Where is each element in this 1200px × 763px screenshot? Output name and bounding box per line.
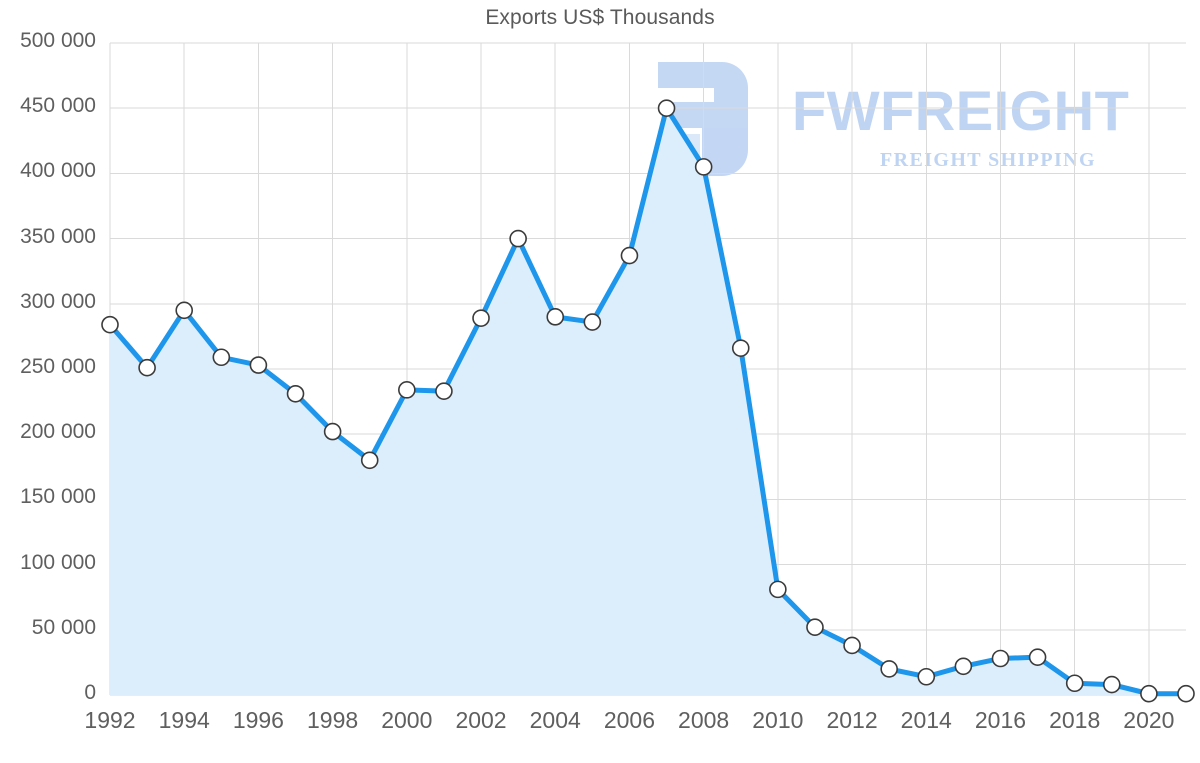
y-tick-label: 500 000 — [20, 29, 96, 52]
x-tick-label: 1994 — [158, 707, 210, 733]
area-fill — [110, 108, 1186, 695]
data-point-marker[interactable] — [101, 315, 119, 334]
data-point-marker[interactable] — [435, 382, 453, 400]
x-tick-label: 2002 — [455, 707, 507, 733]
data-point-marker[interactable] — [360, 451, 379, 470]
x-tick-label: 1996 — [232, 707, 284, 733]
data-point-marker[interactable] — [286, 384, 305, 403]
x-tick-label: 2018 — [1049, 707, 1101, 733]
x-tick-label: 1998 — [307, 707, 359, 733]
x-tick-label: 2000 — [381, 707, 433, 733]
data-point-markers — [101, 99, 1195, 703]
x-tick-label: 2014 — [900, 707, 952, 733]
data-point-marker[interactable] — [991, 649, 1010, 668]
y-tick-label: 400 000 — [20, 159, 96, 183]
x-tick-label: 2004 — [529, 707, 581, 733]
data-point-marker[interactable] — [583, 313, 602, 331]
data-point-marker[interactable] — [398, 381, 416, 399]
data-point-marker[interactable] — [138, 358, 156, 377]
data-point-marker[interactable] — [620, 246, 639, 265]
y-tick-label: 0 — [84, 681, 96, 704]
data-point-marker[interactable] — [323, 422, 342, 441]
x-tick-label: 2012 — [826, 707, 878, 733]
data-point-marker[interactable] — [880, 660, 898, 678]
data-point-marker[interactable] — [1102, 675, 1121, 694]
y-tick-label: 50 000 — [31, 615, 96, 639]
data-point-marker[interactable] — [175, 301, 194, 320]
data-point-marker[interactable] — [694, 158, 713, 176]
x-tick-label: 2016 — [974, 707, 1027, 733]
data-point-marker[interactable] — [731, 339, 750, 357]
data-point-marker[interactable] — [1140, 684, 1158, 703]
data-point-marker[interactable] — [509, 229, 527, 248]
data-point-marker[interactable] — [546, 308, 565, 326]
data-point-marker[interactable] — [954, 657, 973, 676]
y-tick-label: 350 000 — [20, 224, 96, 248]
data-point-marker[interactable] — [212, 348, 231, 367]
y-tick-label: 450 000 — [20, 94, 96, 118]
data-point-marker[interactable] — [1065, 674, 1084, 693]
y-tick-label: 150 000 — [20, 485, 96, 509]
data-point-marker[interactable] — [843, 636, 861, 655]
y-tick-label: 200 000 — [20, 420, 96, 444]
y-tick-label: 300 000 — [20, 289, 96, 313]
y-tick-label: 100 000 — [20, 550, 96, 574]
y-tick-label: 250 000 — [20, 355, 96, 378]
x-tick-label: 2006 — [603, 707, 656, 733]
data-point-marker[interactable] — [806, 618, 824, 636]
chart-title: Exports US$ Thousands — [485, 6, 715, 29]
data-point-marker[interactable] — [1177, 684, 1195, 703]
x-tick-label: 2020 — [1123, 707, 1175, 733]
data-point-marker[interactable] — [1028, 648, 1047, 666]
data-point-marker[interactable] — [657, 99, 676, 117]
x-tick-label: 2008 — [678, 707, 730, 733]
data-point-marker[interactable] — [917, 667, 936, 686]
data-point-marker[interactable] — [769, 580, 787, 599]
data-point-marker[interactable] — [472, 309, 490, 327]
x-tick-label: 1992 — [84, 707, 136, 733]
data-point-marker[interactable] — [249, 356, 268, 374]
x-tick-label: 2010 — [752, 707, 804, 733]
